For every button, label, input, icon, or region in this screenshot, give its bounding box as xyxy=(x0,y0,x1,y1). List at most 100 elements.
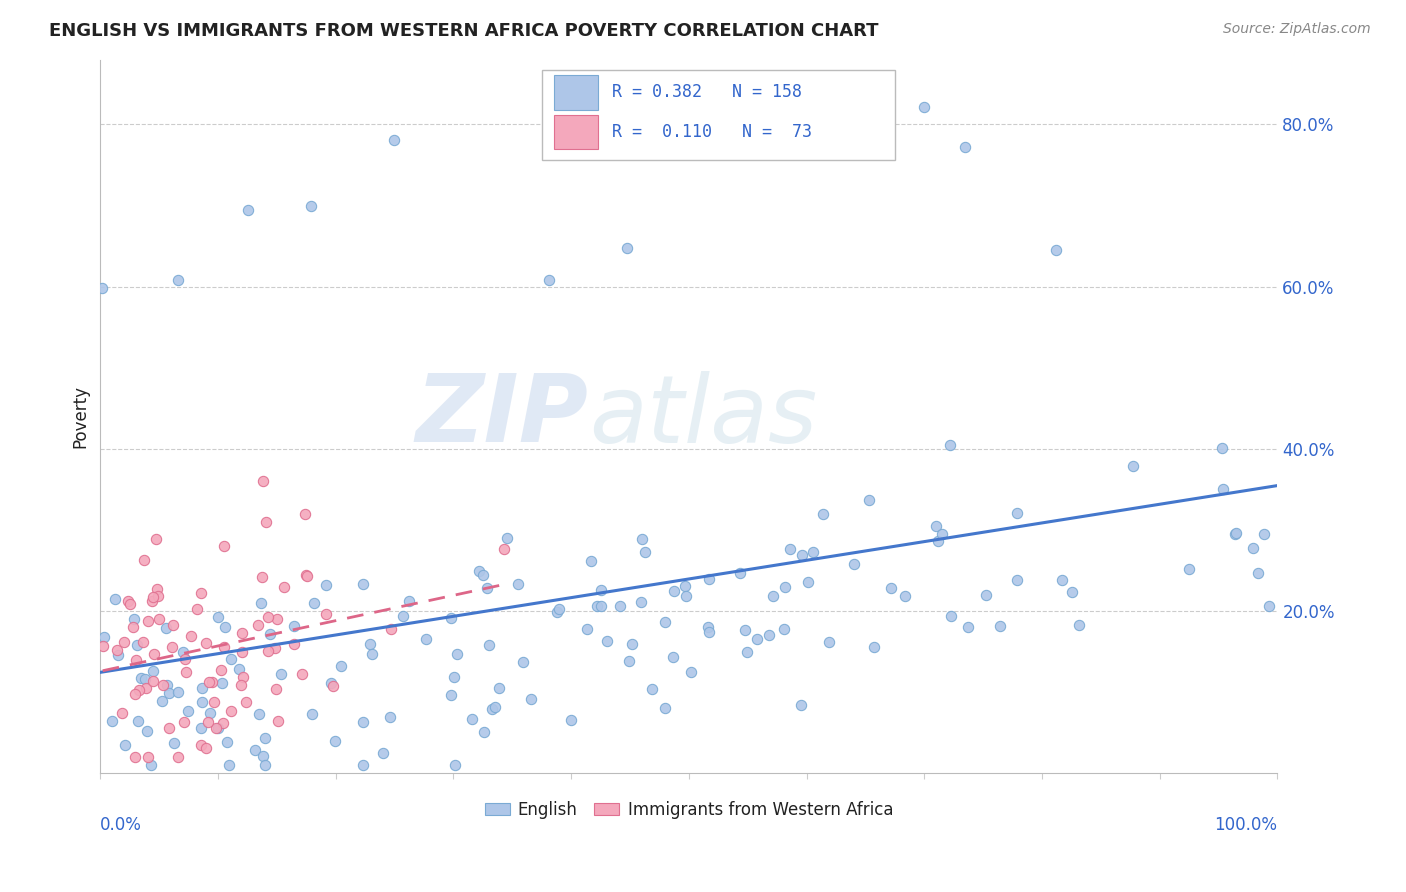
Point xyxy=(492,541,515,556)
Point xyxy=(247,706,270,721)
Point xyxy=(352,577,374,591)
Point xyxy=(735,645,758,659)
Point xyxy=(508,576,530,591)
Point xyxy=(472,567,495,582)
Point xyxy=(132,635,155,649)
Point xyxy=(117,594,139,608)
Point xyxy=(728,566,751,580)
Point xyxy=(359,637,381,651)
Point xyxy=(302,596,325,610)
Point xyxy=(134,553,156,567)
Point xyxy=(440,611,463,625)
Point xyxy=(576,623,599,637)
Point xyxy=(858,492,880,507)
Point xyxy=(264,682,287,697)
Point xyxy=(862,121,884,136)
Point xyxy=(621,637,644,651)
FancyBboxPatch shape xyxy=(554,114,598,149)
Text: Source: ZipAtlas.com: Source: ZipAtlas.com xyxy=(1223,22,1371,37)
Point xyxy=(253,731,276,745)
Point xyxy=(548,601,571,615)
Point xyxy=(270,666,292,681)
Point xyxy=(1241,541,1264,555)
Point xyxy=(172,645,194,659)
Point xyxy=(360,647,382,661)
Point xyxy=(155,621,177,635)
Point xyxy=(218,758,240,772)
Point xyxy=(747,632,769,647)
Point xyxy=(373,747,395,761)
Point xyxy=(160,640,183,654)
Point xyxy=(283,637,305,651)
Point xyxy=(150,694,173,708)
Point xyxy=(673,579,696,593)
Point xyxy=(254,515,277,529)
Point xyxy=(198,674,221,689)
Point xyxy=(863,640,886,654)
Point xyxy=(136,723,159,738)
Point xyxy=(1007,573,1029,587)
Point xyxy=(142,664,165,678)
Point xyxy=(156,678,179,692)
Point xyxy=(128,682,150,697)
Point xyxy=(167,273,190,287)
Point xyxy=(266,612,288,626)
Point xyxy=(681,665,703,680)
Point xyxy=(1069,617,1091,632)
Point xyxy=(630,595,652,609)
Point xyxy=(207,721,229,735)
Point xyxy=(472,725,495,739)
Point xyxy=(131,671,153,685)
Point xyxy=(641,682,664,697)
Point xyxy=(91,639,114,653)
Point xyxy=(380,622,402,636)
Point xyxy=(818,634,841,648)
Text: ENGLISH VS IMMIGRANTS FROM WESTERN AFRICA POVERTY CORRELATION CHART: ENGLISH VS IMMIGRANTS FROM WESTERN AFRIC… xyxy=(49,22,879,40)
Point xyxy=(792,548,814,562)
Point xyxy=(194,636,217,650)
Point xyxy=(180,629,202,643)
Point xyxy=(174,665,197,680)
Point xyxy=(315,578,337,592)
Point xyxy=(228,662,250,676)
Point xyxy=(1052,573,1074,587)
Point xyxy=(546,605,568,619)
Point xyxy=(283,618,305,632)
Point xyxy=(93,630,115,644)
Point xyxy=(198,706,221,720)
Point xyxy=(141,594,163,608)
Point xyxy=(1005,506,1028,520)
Point xyxy=(1247,566,1270,581)
Point xyxy=(1223,527,1246,541)
Point xyxy=(1225,525,1247,540)
Point xyxy=(444,758,467,772)
Point xyxy=(146,582,169,596)
FancyBboxPatch shape xyxy=(554,75,598,110)
Point xyxy=(879,582,901,596)
Point xyxy=(855,114,877,128)
Point xyxy=(107,643,129,657)
Point xyxy=(299,198,322,212)
Point xyxy=(186,602,208,616)
Point xyxy=(190,721,212,735)
Point xyxy=(219,652,242,666)
Point xyxy=(478,638,501,652)
Point xyxy=(107,648,129,662)
Point xyxy=(560,713,582,727)
Point xyxy=(446,648,468,662)
Point xyxy=(190,739,212,753)
Point xyxy=(157,722,180,736)
Point xyxy=(931,526,953,541)
Point xyxy=(257,610,280,624)
Point xyxy=(797,574,820,589)
Point xyxy=(475,581,498,595)
Point xyxy=(201,675,224,690)
Point xyxy=(1258,599,1281,613)
Point xyxy=(789,698,811,713)
Point xyxy=(443,670,465,684)
Point xyxy=(110,706,132,721)
Point xyxy=(319,676,342,690)
Point xyxy=(235,695,257,709)
Point xyxy=(662,584,685,599)
Point xyxy=(391,609,413,624)
